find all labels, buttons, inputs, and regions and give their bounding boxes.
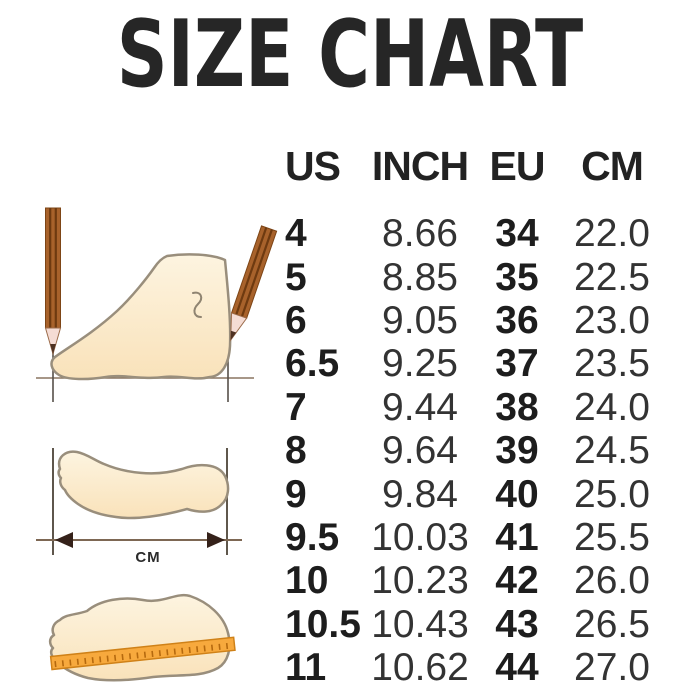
inch-size: 10.03 xyxy=(371,515,469,559)
table-row: 8 9.64 39 24.5 xyxy=(283,429,665,472)
us-size: 4 xyxy=(285,212,307,256)
us-size: 9.5 xyxy=(285,515,340,559)
eu-size: 38 xyxy=(495,385,539,429)
cm-size: 27.0 xyxy=(574,646,650,690)
cm-size: 22.0 xyxy=(574,212,650,256)
arrow-left-icon xyxy=(55,532,73,548)
cm-size: 24.0 xyxy=(574,385,650,429)
table-row: 11 10.62 44 27.0 xyxy=(283,646,665,689)
cm-size: 25.0 xyxy=(574,472,650,516)
table-header-row: US INCH EU CM xyxy=(283,143,665,189)
cm-size: 22.5 xyxy=(574,255,650,299)
pencil-icon xyxy=(230,225,278,342)
eu-size: 43 xyxy=(495,602,539,646)
inch-size: 9.64 xyxy=(382,429,458,473)
cm-size: 25.5 xyxy=(574,515,650,559)
table-row: 10.5 10.43 43 26.5 xyxy=(283,603,665,646)
eu-size: 36 xyxy=(495,298,539,342)
cm-size: 23.5 xyxy=(574,342,650,386)
us-size: 10 xyxy=(285,559,329,603)
footprint-length-illustration: CM xyxy=(30,443,266,569)
foot-side-pencils-icon xyxy=(36,207,278,402)
table-row: 6.5 9.25 37 23.5 xyxy=(283,342,665,385)
eu-size: 37 xyxy=(495,342,539,386)
inch-size: 9.44 xyxy=(382,385,458,429)
inch-size: 10.62 xyxy=(371,646,469,690)
inch-size: 9.25 xyxy=(382,342,458,386)
size-conversion-table: US INCH EU CM 4 8.66 34 22.0 5 8.85 35 2… xyxy=(283,146,665,689)
eu-size: 44 xyxy=(495,646,539,690)
us-size: 10.5 xyxy=(285,602,361,646)
cm-size: 23.0 xyxy=(574,298,650,342)
page-title: SIZE CHART xyxy=(116,0,584,108)
footprint-ruler-illustration xyxy=(28,588,268,700)
us-size: 6.5 xyxy=(285,342,340,386)
table-row: 5 8.85 35 22.5 xyxy=(283,255,665,298)
pencil-icon xyxy=(44,207,62,356)
us-size: 9 xyxy=(285,472,307,516)
eu-size: 42 xyxy=(495,559,539,603)
cm-size: 26.0 xyxy=(574,559,650,603)
us-size: 8 xyxy=(285,429,307,473)
table-row: 9.5 10.03 41 25.5 xyxy=(283,516,665,559)
table-row: 7 9.44 38 24.0 xyxy=(283,386,665,429)
column-header-cm: CM xyxy=(581,143,644,189)
eu-size: 35 xyxy=(495,255,539,299)
cm-size: 24.5 xyxy=(574,429,650,473)
eu-size: 41 xyxy=(495,515,539,559)
eu-size: 34 xyxy=(495,212,539,256)
inch-size: 8.85 xyxy=(382,255,458,299)
foot-measure-illustration xyxy=(22,196,286,408)
column-header-inch: INCH xyxy=(371,143,469,189)
inch-size: 9.05 xyxy=(382,298,458,342)
footprint-ruler-icon xyxy=(48,593,236,682)
table-row: 4 8.66 34 22.0 xyxy=(283,212,665,255)
us-size: 7 xyxy=(285,385,307,429)
table-row: 6 9.05 36 23.0 xyxy=(283,299,665,342)
us-size: 6 xyxy=(285,298,307,342)
eu-size: 40 xyxy=(495,472,539,516)
cm-size: 26.5 xyxy=(574,602,650,646)
ruler-icon xyxy=(49,636,236,671)
us-size: 11 xyxy=(285,646,327,690)
eu-size: 39 xyxy=(495,429,539,473)
table-row: 10 10.23 42 26.0 xyxy=(283,559,665,602)
inch-size: 10.23 xyxy=(371,559,469,603)
column-header-eu: EU xyxy=(489,143,546,189)
table-row: 9 9.84 40 25.0 xyxy=(283,472,665,515)
us-size: 5 xyxy=(285,255,307,299)
cm-unit-label: CM xyxy=(135,549,160,566)
inch-size: 10.43 xyxy=(371,602,469,646)
footprint-cm-arrow-icon: CM xyxy=(36,448,242,566)
inch-size: 8.66 xyxy=(382,212,458,256)
inch-size: 9.84 xyxy=(382,472,458,516)
column-header-us: US xyxy=(285,143,341,189)
arrow-right-icon xyxy=(207,532,225,548)
